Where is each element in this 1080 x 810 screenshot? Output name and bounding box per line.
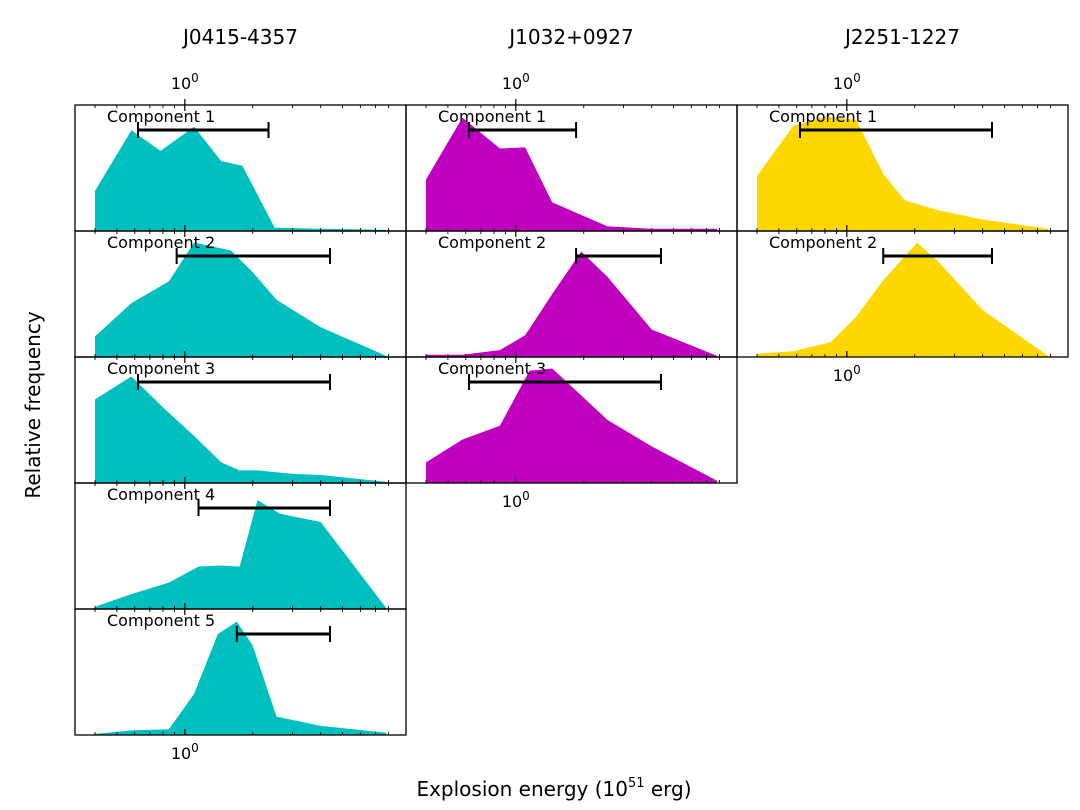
top-tick-label-base: 10: [171, 74, 191, 93]
top-tick-label-exponent: 0: [522, 71, 530, 85]
distribution-area: [95, 242, 387, 357]
component-label: Component 3: [107, 359, 215, 378]
panel-frame: [736, 230, 1069, 358]
panel-component-1: Component 1: [405, 104, 738, 232]
column-title: J2251-1227: [843, 25, 960, 49]
component-label: Component 1: [438, 107, 546, 126]
column-title: J0415-4357: [181, 25, 298, 49]
distribution-area: [426, 368, 718, 483]
component-label: Component 1: [769, 107, 877, 126]
component-label: Component 2: [107, 233, 215, 252]
bottom-tick-label-base: 10: [171, 744, 191, 763]
top-tick-label-exponent: 0: [853, 71, 861, 85]
component-label: Component 2: [438, 233, 546, 252]
x-axis-label-unit: erg): [645, 777, 692, 801]
bottom-tick-label-base: 10: [833, 366, 853, 385]
bottom-tick-label: 100: [833, 363, 861, 385]
y-axis-label: Relative frequency: [21, 311, 45, 498]
panel-frame: [405, 356, 738, 484]
component-label: Component 1: [107, 107, 215, 126]
top-tick-label-base: 10: [833, 74, 853, 93]
component-label: Component 3: [438, 359, 546, 378]
distribution-area: [95, 500, 387, 609]
panel-component-1: Component 1: [736, 104, 1069, 232]
panel-component-2: Component 2: [405, 230, 738, 358]
bottom-tick-label: 100: [171, 741, 199, 763]
panel-component-3: Component 3 100: [405, 356, 738, 511]
panel-component-3: Component 3: [74, 356, 407, 484]
x-axis-label-main: Explosion energy (10: [416, 777, 628, 801]
x-axis-label-exponent: 51: [628, 776, 645, 791]
top-tick-label: 100: [502, 71, 530, 93]
distribution-area: [426, 117, 718, 231]
component-label: Component 5: [107, 611, 215, 630]
bottom-tick-label-exponent: 0: [853, 363, 861, 377]
panel-component-1: Component 1: [74, 104, 407, 232]
top-tick-label-exponent: 0: [191, 71, 199, 85]
panel-component-2: Component 2: [74, 230, 407, 358]
top-tick-label: 100: [833, 71, 861, 93]
bottom-tick-label-exponent: 0: [522, 489, 530, 503]
distribution-area: [426, 251, 718, 357]
distribution-area: [95, 376, 387, 483]
column-title: J1032+0927: [507, 25, 633, 49]
distribution-area: [757, 116, 1049, 231]
panel-component-2: Component 2 100: [736, 230, 1069, 385]
component-label: Component 4: [107, 485, 215, 504]
bottom-tick-label: 100: [502, 489, 530, 511]
bottom-tick-label-base: 10: [502, 492, 522, 511]
top-tick-label: 100: [171, 71, 199, 93]
panel-frame: [74, 608, 407, 736]
panel-component-4: Component 4: [74, 482, 407, 610]
x-axis-label: Explosion energy (1051 erg): [416, 776, 691, 801]
distribution-area: [757, 242, 1049, 357]
panel-component-5: Component 5 100: [74, 608, 407, 763]
component-label: Component 2: [769, 233, 877, 252]
distribution-area: [95, 126, 387, 231]
distribution-area: [95, 621, 387, 735]
top-tick-label-base: 10: [502, 74, 522, 93]
bottom-tick-label-exponent: 0: [191, 741, 199, 755]
